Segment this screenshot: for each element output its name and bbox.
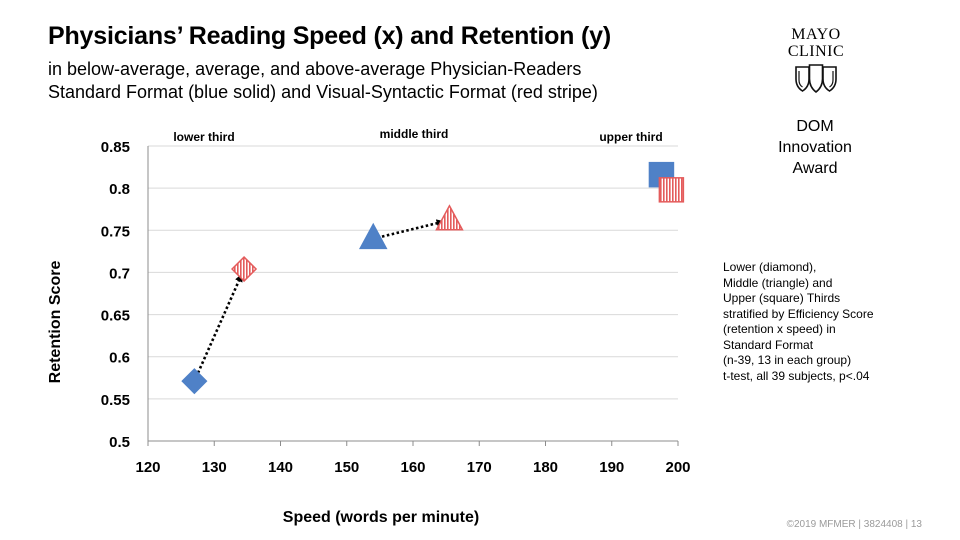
x-axis-title: Speed (words per minute) — [283, 509, 479, 526]
x-tick-label: 170 — [467, 459, 492, 476]
y-tick-label: 0.75 — [101, 223, 130, 240]
y-tick-label: 0.5 — [109, 434, 130, 451]
award-text: DOM Innovation Award — [760, 116, 870, 179]
logo-word-mayo: MAYO — [791, 26, 841, 43]
dotted-arrow — [194, 273, 243, 379]
x-tick-label: 190 — [599, 459, 624, 476]
x-tick-label: 200 — [665, 459, 690, 476]
note-line: t-test, all 39 subjects, p<.04 — [723, 368, 870, 383]
mayo-shields-icon — [795, 64, 837, 93]
y-axis-title: Retention Score — [47, 261, 64, 384]
x-tick-label: 130 — [202, 459, 227, 476]
award-line-2: Innovation — [778, 139, 852, 156]
note-line: Lower (diamond), — [723, 260, 817, 274]
logo-word-clinic: CLINIC — [787, 43, 845, 60]
visual-syntactic-diamond-point — [231, 255, 258, 283]
award-line-1: DOM — [796, 118, 834, 135]
note-line: Upper (square) Thirds — [723, 291, 841, 305]
mayo-clinic-logo: MAYO CLINIC — [776, 26, 856, 93]
dotted-arrow — [376, 219, 445, 240]
x-tick-label: 150 — [334, 459, 359, 476]
y-tick-label: 0.7 — [109, 265, 130, 282]
gridlines — [148, 145, 678, 442]
note-line: Standard Format — [723, 337, 814, 352]
note-line: (retention x speed) in — [723, 322, 836, 336]
y-tick-label: 0.8 — [109, 181, 130, 198]
data-points — [181, 161, 685, 395]
visual-syntactic-triangle-point — [435, 204, 464, 231]
chart-labels: lower third middle third upper third — [173, 127, 662, 144]
note-line: Middle (triangle) and — [723, 275, 833, 290]
footer-copyright: ©2019 MFMER | 3824408 | 13 — [786, 519, 922, 530]
y-tick-label: 0.6 — [109, 350, 130, 367]
arrows — [194, 219, 445, 379]
axes: 0.5 0.55 0.6 0.65 0.7 0.75 0.8 0.85 120 130 140 150… — [47, 139, 691, 526]
note-line: (n-39, 13 in each group) — [723, 353, 852, 367]
x-tick-label: 140 — [268, 459, 293, 476]
subtitle-line-2: Standard Format (blue solid) and Visual-… — [48, 82, 598, 102]
standard-diamond-point — [181, 368, 208, 395]
page-title: Physicians’ Reading Speed (x) and Retent… — [48, 22, 611, 50]
group-label: upper third — [599, 130, 662, 144]
subtitle-line-1: in below-average, average, and above-ave… — [48, 59, 582, 79]
standard-triangle-point — [358, 222, 388, 250]
group-label: middle third — [380, 127, 449, 141]
note-line: stratified by Efficiency Score — [723, 306, 874, 321]
group-label: lower third — [173, 130, 234, 144]
y-tick-label: 0.55 — [101, 392, 130, 409]
award-line-3: Award — [792, 160, 838, 177]
visual-syntactic-square-point — [658, 177, 685, 203]
x-tick-label: 180 — [533, 459, 558, 476]
x-tick-label: 160 — [400, 459, 425, 476]
y-tick-label: 0.85 — [101, 139, 130, 156]
chart-notes: Lower (diamond), Middle (triangle) and U… — [723, 260, 923, 384]
y-tick-label: 0.65 — [101, 308, 130, 325]
x-tick-label: 120 — [135, 459, 160, 476]
